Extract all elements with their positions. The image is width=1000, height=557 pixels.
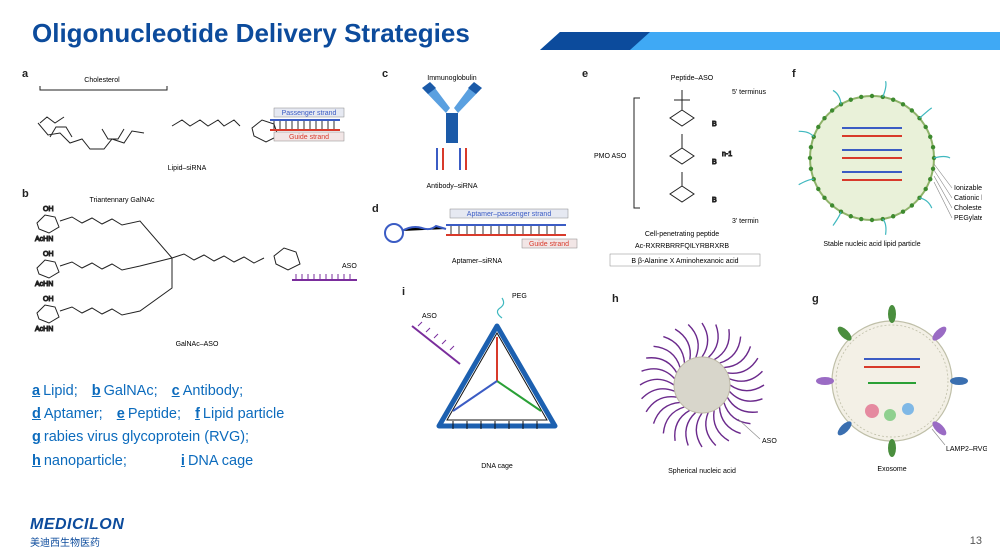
panel-h: h ASO Spherical nucleic acid <box>612 293 792 488</box>
svg-text:B: B <box>712 159 717 166</box>
panel-i-figure: PEG <box>402 286 592 486</box>
panel-f-tag: f <box>792 68 796 80</box>
svg-text:Aptamer–siRNA: Aptamer–siRNA <box>452 258 503 265</box>
panel-c-figure: Immunoglobulin Antibody–siRNA <box>382 68 522 198</box>
panel-g-figure: LAMP2–RVG Exosome <box>812 293 987 488</box>
svg-text:ASO: ASO <box>762 438 777 445</box>
panel-d-tag: d <box>372 203 379 215</box>
svg-text:PEGylated lipid: PEGylated lipid <box>954 215 982 222</box>
svg-text:Lipid–siRNA: Lipid–siRNA <box>168 165 207 172</box>
svg-text:ASO: ASO <box>422 313 437 320</box>
panel-g: g LAMP2–RVG Exosome <box>812 293 987 488</box>
svg-text:Spherical nucleic acid: Spherical nucleic acid <box>668 468 736 475</box>
panel-i-tag: i <box>402 286 405 298</box>
panel-b: b Triantennary GalNAc AcHN OH AcHN OH AcHN… <box>22 188 362 358</box>
svg-text:DNA cage: DNA cage <box>481 463 513 470</box>
panel-f-figure: Ionizable lipid Cationic lipid Cholester… <box>792 68 982 278</box>
svg-text:B: B <box>712 121 717 128</box>
svg-text:Cell-penetrating peptide: Cell-penetrating peptide <box>645 231 719 238</box>
svg-text:Immunoglobulin: Immunoglobulin <box>427 75 477 82</box>
svg-text:Peptide–ASO: Peptide–ASO <box>671 75 714 82</box>
panel-h-tag: h <box>612 293 619 305</box>
panel-c-tag: c <box>382 68 388 80</box>
svg-text:Stable nucleic acid lipid part: Stable nucleic acid lipid particle <box>823 241 920 248</box>
panel-a-figure: Cholesterol Passenger <box>22 68 352 188</box>
panel-e: e Peptide–ASO 5' terminus PMO ASO B B B … <box>582 68 782 278</box>
panel-c: c Immunoglobulin Antibody–siRNA <box>382 68 522 198</box>
panel-a: a Cholesterol <box>22 68 352 188</box>
svg-text:Triantennary GalNAc: Triantennary GalNAc <box>89 197 155 204</box>
title-stripe <box>540 32 1000 50</box>
svg-text:Cationic lipid: Cationic lipid <box>954 195 982 202</box>
panel-g-tag: g <box>812 293 819 305</box>
svg-text:AcHN: AcHN <box>35 326 53 333</box>
svg-text:5' terminus: 5' terminus <box>732 89 767 96</box>
svg-text:Aptamer–passenger strand: Aptamer–passenger strand <box>467 211 552 218</box>
svg-text:Guide strand: Guide strand <box>529 241 569 248</box>
svg-text:PEG: PEG <box>512 293 527 300</box>
svg-text:AcHN: AcHN <box>35 281 53 288</box>
panel-e-figure: Peptide–ASO 5' terminus PMO ASO B B B n-… <box>582 68 782 278</box>
footer: MEDICILON 美迪西生物医药 <box>30 516 124 549</box>
panel-f: f Ionizable lipid Cationic lipid Choles <box>792 68 982 278</box>
svg-text:Cholesterol: Cholesterol <box>84 77 120 84</box>
svg-text:Ionizable lipid: Ionizable lipid <box>954 185 982 192</box>
panel-h-figure: ASO Spherical nucleic acid <box>612 293 792 488</box>
svg-text:Ac-RXRRBRRFQILYRBRXRB: Ac-RXRRBRRFQILYRBRXRB <box>635 243 729 250</box>
svg-text:PMO ASO: PMO ASO <box>594 153 627 160</box>
brand-en: MEDICILON <box>30 516 124 534</box>
svg-text:GalNAc–ASO: GalNAc–ASO <box>176 341 219 348</box>
panel-d-figure: Aptamer–passenger strand Guide s <box>372 203 582 273</box>
figure-grid: a Cholesterol <box>22 68 978 517</box>
legend-block: aLipid; bGalNAc; cAntibody; dAptamer; eP… <box>32 380 392 473</box>
svg-text:AcHN: AcHN <box>35 236 53 243</box>
panel-i: i PEG <box>402 286 592 486</box>
svg-text:OH: OH <box>43 251 54 258</box>
panel-d: d Aptamer–passenger strand <box>372 203 582 273</box>
svg-text:B β-Alanine X Aminohexanoic a: B β-Alanine X Aminohexanoic acid <box>631 258 738 265</box>
svg-text:Passenger strand: Passenger strand <box>282 110 337 117</box>
panel-a-tag: a <box>22 68 28 80</box>
svg-text:OH: OH <box>43 296 54 303</box>
svg-text:LAMP2–RVG: LAMP2–RVG <box>946 446 987 453</box>
svg-text:B: B <box>712 197 717 204</box>
svg-text:ASO: ASO <box>342 263 357 270</box>
panel-b-tag: b <box>22 188 29 200</box>
brand-cn: 美迪西生物医药 <box>30 534 124 549</box>
page-number: 13 <box>970 535 982 547</box>
svg-text:3' termin: 3' termin <box>732 218 759 225</box>
svg-text:n-1: n-1 <box>722 151 732 158</box>
panel-b-figure: Triantennary GalNAc AcHN OH AcHN OH AcHN OH <box>22 188 362 358</box>
svg-text:Guide strand: Guide strand <box>289 134 329 141</box>
svg-text:Exosome: Exosome <box>877 466 906 473</box>
svg-text:Antibody–siRNA: Antibody–siRNA <box>427 183 478 190</box>
svg-text:Cholesterol: Cholesterol <box>954 205 982 212</box>
svg-text:OH: OH <box>43 206 54 213</box>
panel-e-tag: e <box>582 68 588 80</box>
